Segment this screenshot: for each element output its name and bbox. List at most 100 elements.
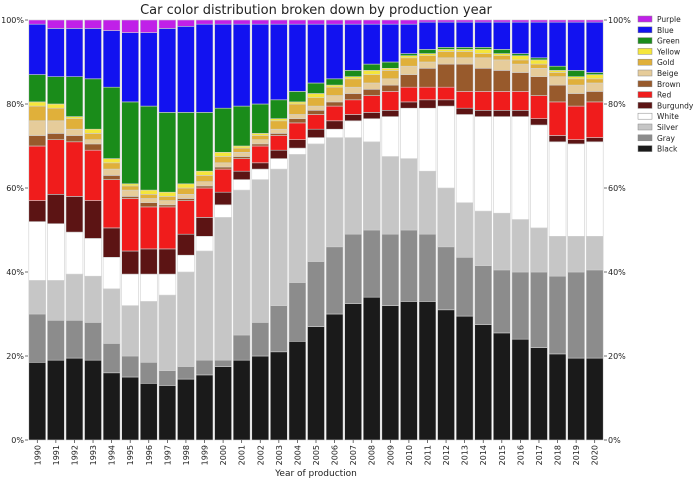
bar-segment-white-2018 — [548, 141, 567, 237]
bar-segment-gray-1993 — [84, 322, 102, 361]
bar-segment-burgundy-2008 — [362, 112, 381, 120]
bar-segment-gold-1994 — [102, 162, 121, 170]
x-tick-label: 1990 — [33, 445, 42, 465]
bar-segment-blue-2003 — [270, 23, 288, 101]
bar-segment-beige-2015 — [493, 59, 511, 71]
bar-segment-burgundy-1996 — [139, 248, 158, 275]
bar-segment-purple-2005 — [307, 19, 325, 25]
bar-segment-silver-2020 — [585, 236, 604, 271]
bar-segment-gray-2014 — [474, 265, 493, 325]
bar-segment-black-2004 — [288, 340, 307, 441]
legend-label-brown: Brown — [657, 80, 681, 89]
bar-segment-beige-1996 — [139, 198, 158, 203]
legend-swatch-white — [637, 112, 653, 120]
bar-segment-burgundy-2013 — [455, 107, 474, 115]
bar-segment-green-2011 — [418, 49, 437, 54]
x-tick-label: 1997 — [163, 445, 172, 465]
bar-segment-silver-2001 — [232, 189, 251, 336]
x-tick-label: 2002 — [256, 445, 265, 465]
bar-segment-green-2020 — [585, 72, 604, 75]
bar-segment-gold-2011 — [418, 55, 437, 63]
bar-segment-red-2003 — [270, 135, 288, 151]
bar-segment-gold-1992 — [65, 118, 84, 130]
bar-segment-gold-1998 — [177, 187, 195, 195]
x-tick-label: 2004 — [293, 445, 302, 465]
bar-segment-white-2017 — [530, 124, 548, 229]
bar-segment-blue-2000 — [214, 23, 232, 109]
x-tick-label: 1991 — [52, 445, 61, 465]
bar-segment-green-2015 — [493, 49, 511, 54]
legend-label-yellow: Yellow — [656, 47, 680, 56]
bar-segment-red-1993 — [84, 149, 102, 201]
bar-segment-beige-2018 — [548, 76, 567, 86]
bar-segment-white-1992 — [65, 231, 84, 275]
bar-segment-green-2007 — [344, 70, 362, 78]
bar-segment-black-2015 — [493, 332, 511, 441]
bar-segment-purple-2012 — [437, 19, 455, 23]
bar-segment-beige-1993 — [84, 139, 102, 145]
bar-segment-blue-1994 — [102, 30, 121, 88]
bar-segment-silver-2016 — [511, 219, 530, 273]
bar-segment-beige-2007 — [344, 86, 362, 94]
bar-segment-purple-2019 — [567, 19, 585, 23]
bar-segment-gold-2015 — [493, 55, 511, 61]
bar-segment-blue-1996 — [139, 32, 158, 107]
bar-segment-gold-2010 — [400, 57, 418, 67]
bar-segment-purple-2013 — [455, 19, 474, 23]
bar-segment-gold-1997 — [158, 196, 177, 201]
bar-segment-red-2010 — [400, 86, 418, 103]
legend-swatch-burgundy — [637, 102, 653, 109]
bar-segment-gray-2020 — [585, 269, 604, 359]
bar-segment-brown-2020 — [585, 91, 604, 103]
bar-segment-blue-2009 — [381, 23, 400, 63]
x-tick-label: 2020 — [591, 445, 600, 465]
legend-label-gray: Gray — [657, 134, 675, 143]
bar-segment-red-1992 — [65, 141, 84, 197]
y-tick-label-right: 60% — [608, 184, 626, 193]
bar-segment-white-1998 — [177, 254, 195, 273]
bar-segment-green-2014 — [474, 46, 493, 50]
y-tick-label-left: 0% — [11, 436, 24, 445]
bar-segment-gray-2009 — [381, 233, 400, 306]
y-tick-label-right: 0% — [608, 436, 621, 445]
bar-segment-beige-2005 — [307, 105, 325, 111]
bar-segment-green-2010 — [400, 53, 418, 56]
bar-segment-red-2009 — [381, 91, 400, 111]
bar-segment-brown-2016 — [511, 72, 530, 92]
bar-segment-green-1996 — [139, 105, 158, 191]
bar-segment-purple-2001 — [232, 19, 251, 25]
bar-segment-gold-2014 — [474, 53, 493, 59]
bar-segment-green-2008 — [362, 63, 381, 71]
bar-segment-white-1999 — [195, 236, 214, 252]
bar-segment-silver-2002 — [251, 179, 270, 323]
bar-segment-gray-2005 — [307, 261, 325, 327]
bar-segment-gold-2012 — [437, 51, 455, 59]
bar-segment-gray-1995 — [121, 355, 139, 378]
bar-segment-gray-1992 — [65, 319, 84, 359]
bar-segment-black-1993 — [84, 359, 102, 441]
legend-swatch-green — [637, 37, 653, 44]
bar-segment-silver-2014 — [474, 210, 493, 267]
bar-segment-gray-2003 — [270, 305, 288, 353]
bar-segment-blue-2015 — [493, 21, 511, 50]
bar-segment-red-1996 — [139, 206, 158, 250]
bar-segment-yellow-2019 — [567, 76, 585, 80]
bar-segment-white-1995 — [121, 273, 139, 306]
bar-segment-gold-1990 — [28, 105, 47, 122]
bar-segment-black-1995 — [121, 376, 139, 441]
bar-segment-black-2020 — [585, 357, 604, 441]
bar-segment-yellow-2014 — [474, 49, 493, 54]
bar-segment-burgundy-2010 — [400, 101, 418, 109]
bar-segment-silver-2009 — [381, 156, 400, 235]
bar-segment-white-1997 — [158, 273, 177, 296]
legend-label-white: White — [657, 112, 679, 121]
bar-segment-green-1992 — [65, 76, 84, 117]
bar-segment-brown-2019 — [567, 93, 585, 107]
bar-segment-burgundy-2007 — [344, 114, 362, 122]
bar-segment-blue-1995 — [121, 32, 139, 103]
bar-segment-green-2000 — [214, 107, 232, 153]
bar-segment-black-2002 — [251, 355, 270, 441]
bar-segment-brown-1992 — [65, 135, 84, 143]
y-tick-label-right: 80% — [608, 100, 626, 109]
bar-segment-gray-2010 — [400, 229, 418, 302]
